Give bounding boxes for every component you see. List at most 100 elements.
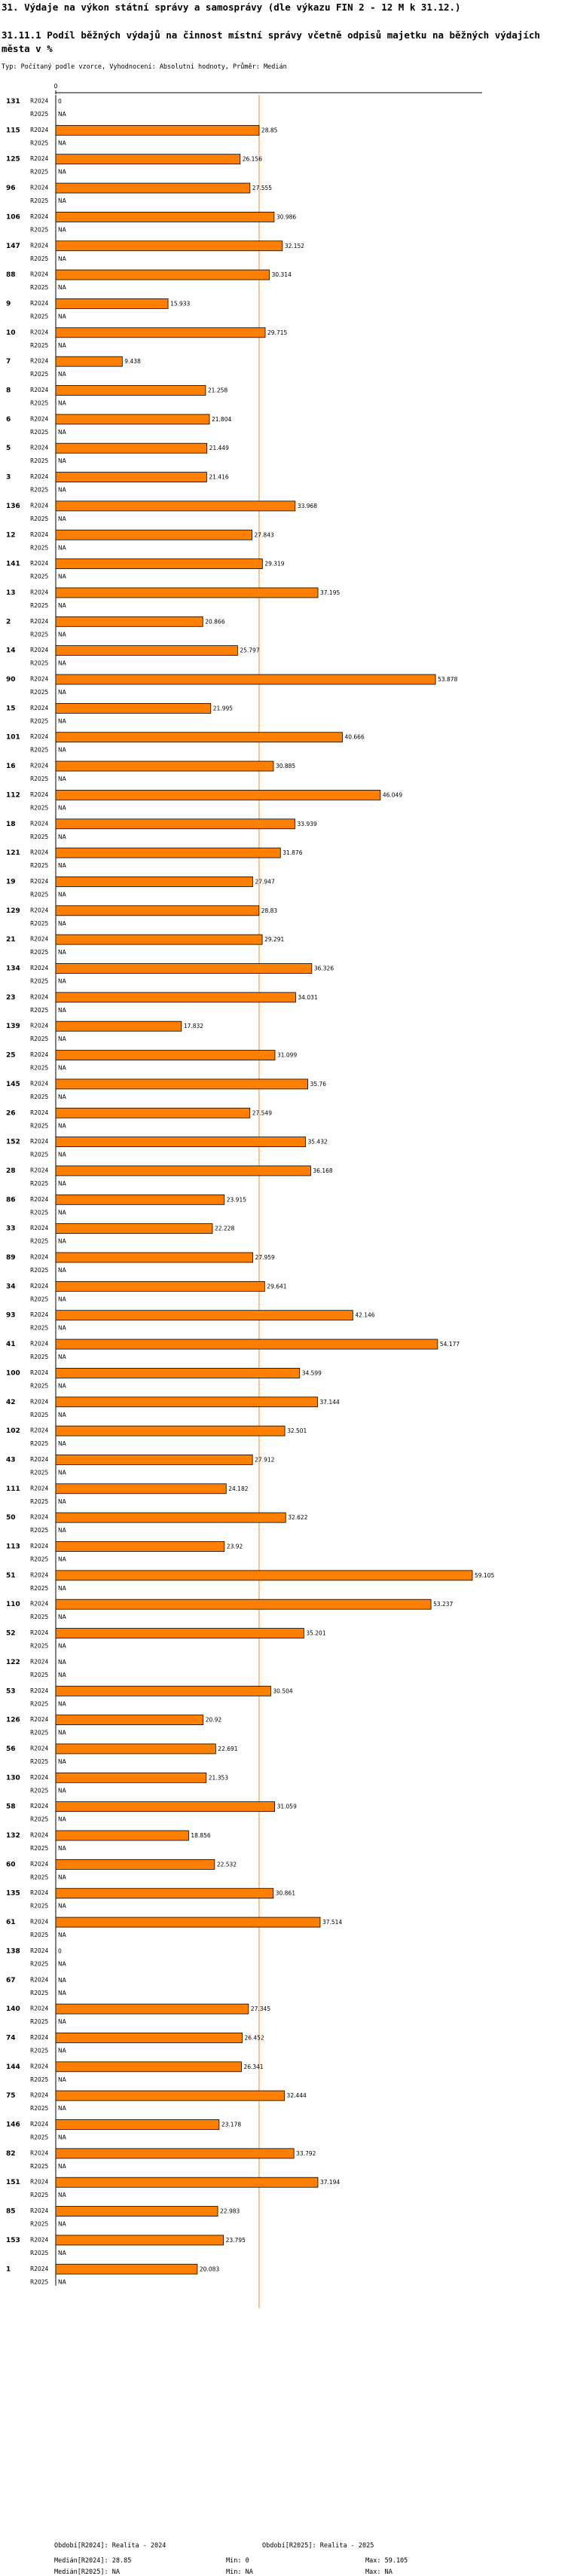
series-label-r2024: R2024 — [30, 1861, 49, 1868]
bar-r2024 — [55, 1107, 251, 1118]
indicator-settings: Typ: Počítaný podle vzorce, Vyhodnocení:… — [2, 63, 287, 71]
row-id: 61 — [6, 1919, 16, 1926]
bar-r2024 — [55, 1685, 271, 1696]
series-label-r2025: R2025 — [30, 747, 49, 754]
bar-r2024 — [55, 963, 313, 974]
series-label-r2025: R2025 — [30, 1094, 49, 1100]
row-id: 131 — [6, 98, 20, 106]
series-label-r2024: R2024 — [30, 358, 49, 365]
value-label-r2024: 17.832 — [184, 1023, 203, 1029]
series-label-r2024: R2024 — [30, 1947, 49, 1954]
series-label-r2025: R2025 — [30, 516, 49, 522]
series-label-r2024: R2024 — [30, 2236, 49, 2243]
value-label-r2025: NA — [58, 574, 67, 580]
series-label-r2025: R2025 — [30, 2163, 49, 2170]
series-label-r2025: R2025 — [30, 776, 49, 782]
series-label-r2025: R2025 — [30, 1700, 49, 1707]
row-id: 141 — [6, 561, 20, 568]
row-id: 100 — [6, 1369, 20, 1377]
series-label-r2024: R2024 — [30, 1658, 49, 1665]
series-label-r2024: R2024 — [30, 185, 49, 191]
bar-r2024 — [55, 529, 252, 540]
value-label-r2025: NA — [58, 2221, 67, 2228]
series-label-r2024: R2024 — [30, 1514, 49, 1521]
series-label-r2024: R2024 — [30, 763, 49, 769]
value-label-r2024: 23.915 — [227, 1196, 246, 1203]
series-label-r2025: R2025 — [30, 949, 49, 956]
value-label-r2024: 21.258 — [208, 387, 228, 394]
value-label-r2024: 34.031 — [298, 994, 317, 1001]
series-label-r2025: R2025 — [30, 429, 49, 436]
bar-r2024 — [55, 2177, 319, 2188]
value-label-r2025: NA — [58, 1152, 67, 1158]
value-label-r2024: 35.201 — [306, 1630, 325, 1637]
value-label-r2025: NA — [58, 631, 67, 638]
row-id: 152 — [6, 1139, 20, 1146]
value-label-r2025: NA — [58, 1296, 67, 1302]
row-id: 110 — [6, 1601, 20, 1608]
series-label-r2024: R2024 — [30, 155, 49, 162]
row-id: 106 — [6, 213, 20, 221]
series-label-r2024: R2024 — [30, 2179, 49, 2186]
value-label-r2025: NA — [58, 891, 67, 898]
value-label-r2024: 26.156 — [243, 156, 262, 163]
series-label-r2025: R2025 — [30, 1845, 49, 1852]
series-label-r2025: R2025 — [30, 1209, 49, 1216]
bar-r2024 — [55, 1772, 207, 1783]
series-label-r2025: R2025 — [30, 1874, 49, 1880]
value-label-r2024: 40.666 — [344, 734, 364, 741]
bar-r2024 — [55, 356, 123, 367]
value-label-r2025: NA — [58, 2018, 67, 2025]
row-id: 144 — [6, 2064, 20, 2071]
bar-r2024 — [55, 1917, 321, 1928]
bar-r2024 — [55, 1425, 286, 1436]
value-label-r2024: 22.228 — [215, 1225, 234, 1232]
row-id: 7 — [6, 358, 11, 366]
series-label-r2024: R2024 — [30, 849, 49, 856]
value-label-r2024: 27.947 — [255, 878, 274, 885]
value-label-r2025: NA — [58, 602, 67, 609]
bar-r2024 — [55, 240, 283, 252]
series-label-r2024: R2024 — [30, 387, 49, 393]
series-label-r2024: R2024 — [30, 618, 49, 625]
row-id: 82 — [6, 2150, 16, 2158]
value-label-r2025: NA — [58, 1354, 67, 1360]
value-label-r2024: 21.353 — [209, 1774, 228, 1781]
series-label-r2025: R2025 — [30, 111, 49, 118]
value-label-r2025: NA — [58, 1440, 67, 1447]
bar-r2024 — [55, 1194, 225, 1205]
series-label-r2024: R2024 — [30, 820, 49, 827]
value-label-r2025: NA — [58, 400, 67, 407]
value-label-r2025: NA — [58, 1469, 67, 1476]
series-label-r2025: R2025 — [30, 544, 49, 551]
series-label-r2025: R2025 — [30, 1556, 49, 1563]
series-label-r2024: R2024 — [30, 2092, 49, 2099]
value-label-r2024: 31.059 — [277, 1804, 297, 1810]
value-label-r2024: 0 — [58, 98, 62, 105]
value-label-r2024: 27.843 — [255, 531, 274, 538]
series-label-r2024: R2024 — [30, 589, 49, 595]
series-label-r2024: R2024 — [30, 2149, 49, 2156]
row-id: 147 — [6, 243, 20, 250]
series-label-r2025: R2025 — [30, 1440, 49, 1447]
series-label-r2024: R2024 — [30, 271, 49, 278]
row-id: 14 — [6, 647, 16, 655]
value-label-r2024: 20.92 — [206, 1717, 222, 1724]
series-label-r2025: R2025 — [30, 255, 49, 262]
row-id: 1 — [6, 2265, 11, 2273]
series-label-r2025: R2025 — [30, 2250, 49, 2256]
value-label-r2024: 35.432 — [308, 1139, 328, 1146]
value-label-r2025: NA — [58, 834, 67, 840]
series-label-r2025: R2025 — [30, 1614, 49, 1620]
series-label-r2024: R2024 — [30, 1919, 49, 1926]
row-id: 85 — [6, 2208, 16, 2216]
bar-r2024 — [55, 1859, 215, 1870]
series-label-r2024: R2024 — [30, 1398, 49, 1405]
value-label-r2025: NA — [58, 111, 67, 118]
value-label-r2024: 27.549 — [252, 1109, 272, 1116]
value-label-r2024: 30.986 — [276, 213, 296, 220]
value-label-r2025: NA — [58, 1585, 67, 1592]
value-label-r2024: 29.715 — [267, 329, 287, 336]
row-id: 93 — [6, 1312, 16, 1320]
